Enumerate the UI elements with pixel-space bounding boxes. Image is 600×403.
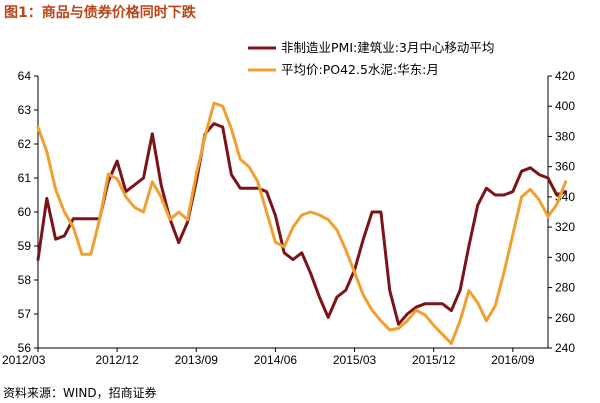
x-tick-label: 2016/09 <box>491 353 535 367</box>
x-tick-label: 2012/12 <box>95 353 139 367</box>
y-right-tick-label: 280 <box>555 281 575 295</box>
y-left-tick-label: 57 <box>18 307 32 321</box>
y-left-tick-label: 63 <box>18 103 32 117</box>
x-tick-label: 2012/03 <box>2 353 46 367</box>
series-line-pmi <box>36 122 568 326</box>
y-left-tick-label: 60 <box>18 205 32 219</box>
y-right-tick-label: 420 <box>555 69 575 83</box>
y-right-tick-label: 380 <box>555 129 575 143</box>
y-right-tick-label: 320 <box>555 220 575 234</box>
x-tick-label: 2013/09 <box>175 353 219 367</box>
y-right-tick-label: 260 <box>555 311 575 325</box>
y-left-tick-label: 59 <box>18 239 32 253</box>
y-right-tick-label: 360 <box>555 160 575 174</box>
legend-label-cement: 平均价:PO42.5水泥:华东:月 <box>281 62 439 77</box>
y-left-tick-label: 61 <box>18 171 32 185</box>
chart-axes: 5657585960616263642402602803003203403603… <box>2 69 575 367</box>
y-right-tick-label: 300 <box>555 250 575 264</box>
x-tick-label: 2014/06 <box>254 353 298 367</box>
series-layer <box>36 101 568 345</box>
legend-label-pmi: 非制造业PMI:建筑业:3月中心移动平均 <box>281 40 494 55</box>
x-tick-label: 2015/03 <box>333 353 377 367</box>
y-left-tick-label: 58 <box>18 273 32 287</box>
series-line-cement <box>36 101 568 345</box>
chart-legend: 非制造业PMI:建筑业:3月中心移动平均 平均价:PO42.5水泥:华东:月 <box>248 40 494 77</box>
figure-title: 图1：商品与债券价格同时下跌 <box>4 5 196 21</box>
y-right-tick-label: 400 <box>555 99 575 113</box>
x-tick-label: 2015/12 <box>412 353 456 367</box>
y-left-tick-label: 56 <box>18 341 32 355</box>
y-left-tick-label: 64 <box>18 69 32 83</box>
y-left-tick-label: 62 <box>18 137 32 151</box>
source-note: 资料来源：WIND，招商证券 <box>3 386 157 400</box>
y-right-tick-label: 240 <box>555 341 575 355</box>
